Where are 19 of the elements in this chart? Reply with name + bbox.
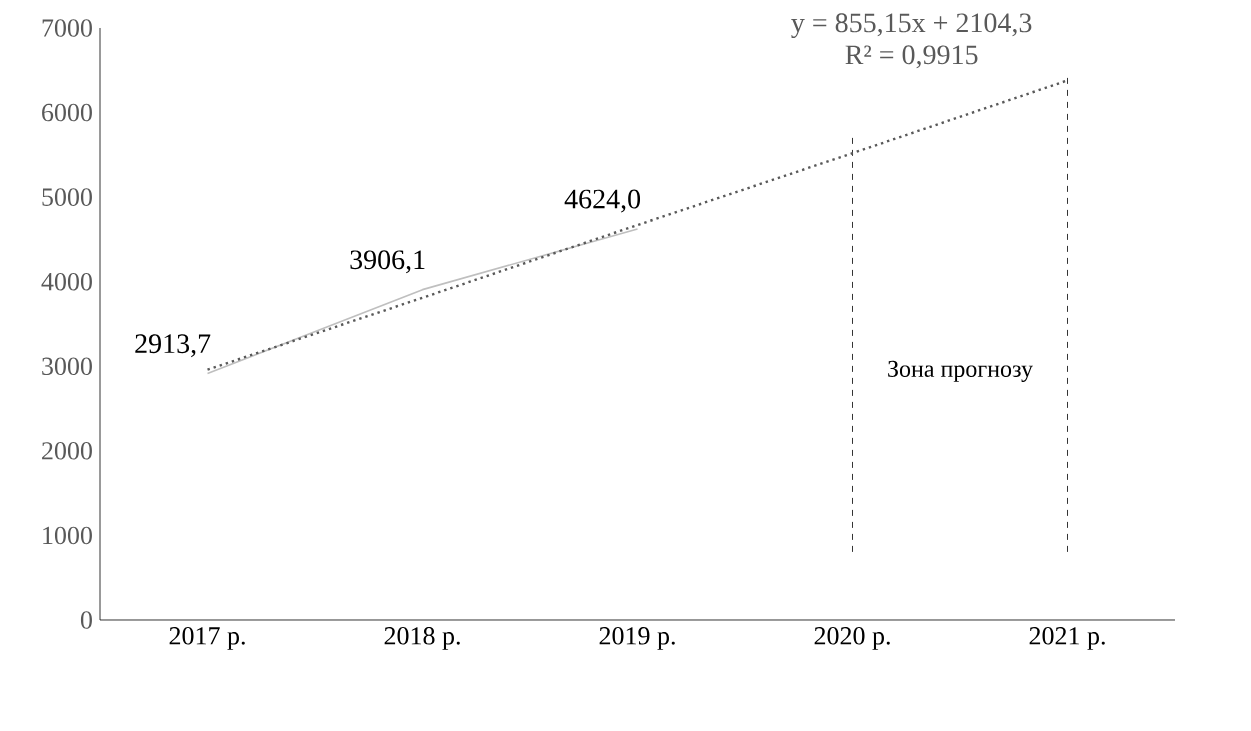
annotation: R² = 0,9915 — [845, 45, 978, 69]
annotation: y = 855,15x + 2104,3 — [791, 13, 1032, 39]
y-tick-label: 4000 — [41, 272, 92, 291]
y-tick-label: 7000 — [42, 19, 92, 37]
x-tick-label: 2019 р. — [599, 627, 675, 650]
data-label: 2913,7 — [135, 334, 211, 358]
y-tick-label: 5000 — [42, 188, 92, 206]
annotation: Зона прогнозу — [888, 360, 1033, 382]
data-label: 4624,0 — [564, 189, 641, 213]
y-tick-label: 3000 — [42, 357, 92, 376]
x-tick-label: 2021 р. — [1029, 627, 1105, 650]
x-tick-label: 2020 р. — [814, 627, 890, 650]
y-tick-label: 1000 — [43, 526, 92, 545]
y-tick-label: 0 — [80, 611, 92, 629]
data-label: 3906,1 — [350, 250, 425, 274]
x-tick-label: 2017 р. — [169, 627, 245, 650]
y-tick-label: 6000 — [42, 103, 92, 122]
x-tick-label: 2018 р. — [384, 627, 460, 650]
y-tick-label: 2000 — [42, 442, 92, 460]
